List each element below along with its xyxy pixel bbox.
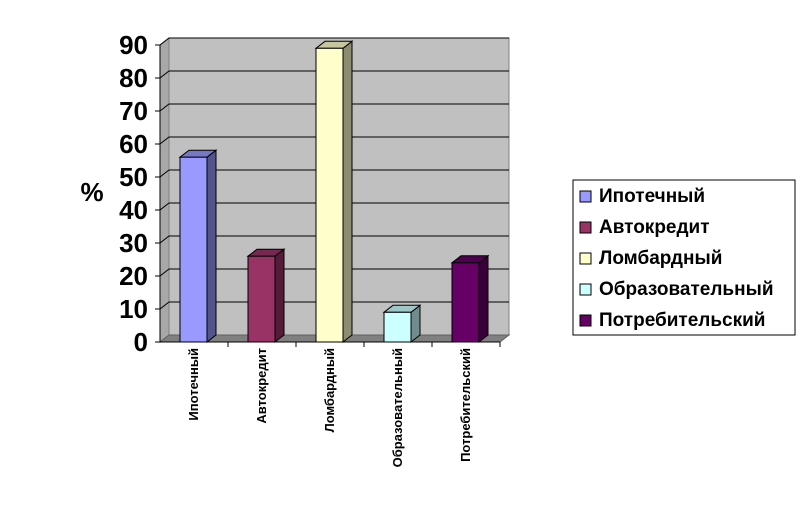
legend-swatch: [579, 252, 592, 265]
y-tick-label: 40: [119, 195, 148, 225]
y-tick-label: 0: [134, 327, 148, 357]
y-tick-label: 80: [119, 63, 148, 93]
bar-side: [478, 254, 489, 344]
side-wall: [159, 36, 170, 344]
bar-front: [383, 311, 412, 343]
bar-side: [206, 149, 217, 344]
legend-entry: Образовательный: [579, 279, 774, 300]
bar: [450, 254, 490, 344]
bar: [178, 149, 218, 344]
legend-box: [572, 179, 796, 336]
x-tick-label: Потребительский: [458, 348, 473, 462]
bar: [246, 248, 286, 344]
y-tick-label: 50: [119, 162, 148, 192]
bars: [178, 40, 490, 344]
legend-label: Образовательный: [599, 279, 774, 300]
legend-swatch: [579, 283, 592, 296]
bar: [382, 304, 422, 344]
y-axis-label: %: [80, 177, 103, 207]
gridline: [159, 37, 509, 46]
x-tick-label: Ипотечный: [186, 348, 201, 421]
gridline: [159, 103, 509, 112]
bar-front: [179, 156, 208, 343]
gridlines: [159, 37, 509, 310]
gridline: [159, 169, 509, 178]
gridline: [159, 235, 509, 244]
y-tick-label: 90: [119, 30, 148, 60]
x-tick-labels: Ипотечный Автокредит Ломбардный Образовател…: [186, 348, 473, 467]
y-tick-label: 70: [119, 96, 148, 126]
y-tick-label: 60: [119, 129, 148, 159]
gridline: [159, 268, 509, 277]
legend-label: Потребительский: [599, 310, 766, 331]
x-tick-label: Ломбардный: [322, 348, 337, 432]
legend-entry: Автокредит: [579, 217, 710, 238]
x-tick-label: Образовательный: [390, 348, 405, 467]
legend-label: Ипотечный: [599, 186, 705, 207]
bar: [314, 40, 354, 344]
legend-swatch: [579, 314, 592, 327]
gridline: [159, 136, 509, 145]
gridline: [159, 202, 509, 211]
x-tick-label: Автокредит: [254, 348, 269, 424]
legend: Ипотечный Автокредит Ломбардный Образовател…: [572, 179, 796, 336]
legend-entry: Ломбардный: [579, 248, 722, 269]
legend-swatch: [579, 190, 592, 203]
bar-front: [315, 47, 344, 343]
gridline: [159, 301, 509, 310]
legend-swatch: [579, 221, 592, 234]
bar-side: [342, 40, 353, 344]
bar-front: [451, 262, 480, 343]
legend-label: Ломбардный: [599, 248, 722, 269]
y-tick-label: 20: [119, 261, 148, 291]
y-tick-label: 30: [119, 228, 148, 258]
y-tick-label: 10: [119, 294, 148, 324]
gridline: [159, 70, 509, 79]
bar-side: [274, 248, 285, 344]
legend-label: Автокредит: [599, 217, 710, 238]
legend-entry: Потребительский: [579, 310, 766, 331]
bar-front: [247, 255, 276, 343]
legend-entry: Ипотечный: [579, 186, 705, 207]
